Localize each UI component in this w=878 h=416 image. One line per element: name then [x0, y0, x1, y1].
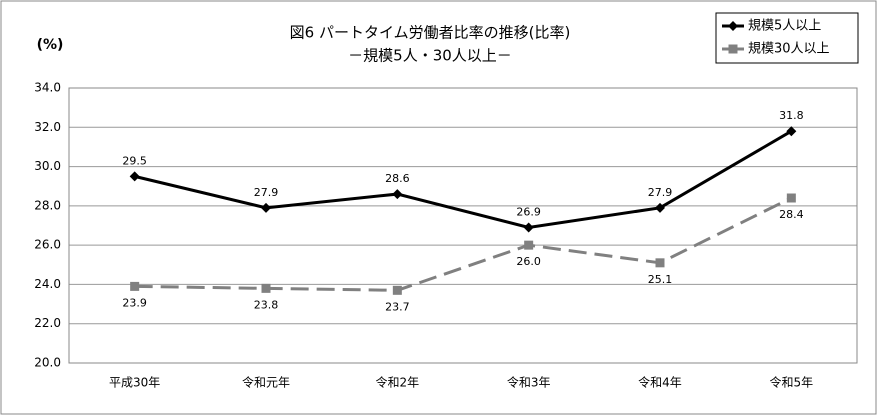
y-tick-label: 24.0	[34, 277, 61, 291]
marker	[392, 189, 403, 200]
legend-label: 規模5人以上	[748, 19, 821, 34]
marker	[392, 285, 402, 295]
y-tick-label: 28.0	[34, 198, 61, 212]
y-tick-label: 22.0	[34, 316, 61, 330]
chart-subtitle: －規模5人・30人以上－	[348, 47, 512, 65]
x-tick-label: 令和4年	[638, 375, 682, 390]
data-label: 28.4	[779, 208, 804, 221]
plot-frame	[68, 87, 858, 364]
marker	[130, 281, 140, 291]
y-tick-label: 34.0	[34, 81, 61, 95]
legend-marker	[728, 44, 738, 54]
y-tick-label: 26.0	[34, 238, 61, 252]
legend-marker	[728, 21, 738, 31]
legend-box	[715, 12, 859, 64]
data-label: 23.8	[254, 298, 279, 311]
x-tick-label: 平成30年	[109, 376, 160, 390]
x-tick-label: 令和2年	[376, 375, 420, 390]
data-label: 26.9	[516, 205, 541, 218]
data-label: 25.1	[648, 273, 673, 286]
marker	[261, 283, 271, 293]
marker	[655, 258, 665, 268]
y-tick-label: 32.0	[34, 120, 61, 134]
marker	[786, 193, 796, 203]
data-label: 27.9	[648, 186, 673, 199]
series-line	[134, 129, 793, 229]
marker	[655, 202, 665, 213]
series-line	[134, 196, 792, 292]
y-axis-label: (%)	[37, 37, 64, 53]
y-tick-label: 20.0	[34, 356, 61, 370]
marker	[261, 202, 271, 213]
x-tick-label: 令和3年	[507, 375, 551, 390]
y-tick-label: 30.0	[34, 159, 61, 173]
data-label: 26.0	[516, 255, 541, 268]
data-label: 23.7	[385, 300, 410, 313]
data-label: 23.9	[122, 296, 147, 309]
data-label: 31.8	[779, 109, 804, 122]
marker	[129, 171, 140, 182]
legend-label: 規模30人以上	[748, 42, 830, 57]
data-label: 29.5	[122, 154, 147, 167]
x-tick-label: 令和5年	[770, 375, 814, 390]
marker	[523, 222, 534, 233]
chart-title: 図6 パートタイム労働者比率の推移(比率)	[290, 24, 571, 42]
marker	[786, 126, 797, 137]
marker	[524, 240, 534, 250]
data-label: 27.9	[254, 186, 279, 199]
x-tick-label: 令和元年	[242, 375, 290, 390]
data-label: 28.6	[385, 172, 410, 185]
